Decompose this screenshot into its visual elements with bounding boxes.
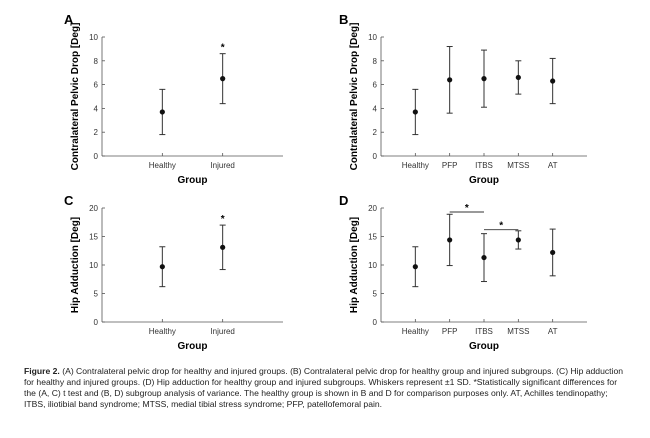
y-tick-label: 10 [89,261,98,270]
y-tick-label: 0 [373,318,378,327]
panel-letter: B [339,12,348,27]
panel-b: B 0 2 4 6 8 10 Healthy PFP ITBS MTSS AT Group Contral… [339,12,587,186]
x-tick-label: AT [548,327,558,336]
y-tick-label: 10 [368,33,377,42]
x-tick-label: ITBS [475,161,493,170]
mean-point [515,74,521,81]
x-tick-label: MTSS [507,327,529,336]
mean-point [447,77,453,83]
mean-point [447,237,453,243]
significance-star: * [221,214,225,225]
y-tick-label: 5 [373,290,378,299]
y-tick-label: 6 [94,81,99,90]
y-tick-label: 20 [89,204,98,213]
caption-label: Figure 2. [24,366,60,376]
x-tick-label: MTSS [507,161,529,170]
mean-point [220,244,226,250]
mean-point [481,76,487,82]
y-tick-label: 15 [89,233,98,242]
y-tick-label: 8 [94,57,99,66]
y-tick-label: 4 [373,104,378,113]
caption-text: (A) Contralateral pelvic drop for health… [24,366,624,409]
y-axis-title: Hip Adduction [Deg] [349,217,360,313]
y-tick-label: 5 [94,290,99,299]
x-axis-title: Group [469,341,499,352]
y-tick-label: 15 [368,233,377,242]
y-tick-label: 6 [373,81,378,90]
y-tick-label: 8 [373,57,378,66]
y-axis-title: Contralateral Pelvic Drop [Deg] [70,23,81,171]
x-tick-label: Healthy [402,161,429,170]
mean-point [159,109,165,115]
mean-point [159,264,165,270]
y-tick-label: 4 [94,104,99,113]
y-tick-label: 10 [368,261,377,270]
figure: A 0 2 4 6 8 10 Healthy Injured * Group Contralatera… [64,12,587,352]
mean-point [412,109,418,115]
significance-star: * [221,43,225,54]
y-tick-label: 2 [373,128,378,137]
mean-point [550,249,556,256]
y-tick-label: 0 [94,152,99,161]
y-tick-label: 10 [89,33,98,42]
x-tick-label: PFP [442,161,458,170]
mean-point [220,76,226,82]
x-tick-label: Healthy [402,327,429,336]
x-tick-label: PFP [442,327,458,336]
y-tick-label: 20 [368,204,377,213]
figure-caption: Figure 2. (A) Contralateral pelvic drop … [24,366,628,410]
x-tick-label: Healthy [149,327,176,336]
x-axis-title: Group [469,175,499,186]
panel-letter: D [339,193,348,208]
y-axis-title: Contralateral Pelvic Drop [Deg] [349,23,360,171]
x-axis-title: Group [178,175,208,186]
significance-star: * [465,203,469,214]
x-tick-label: Injured [210,327,234,336]
mean-point [515,237,521,243]
y-tick-label: 0 [373,152,378,161]
x-tick-label: Injured [210,161,234,170]
x-tick-label: ITBS [475,327,493,336]
mean-point [550,78,556,84]
panel-c: C 0 5 10 15 20 Healthy Injured * Group Hip Adducti… [64,193,283,352]
y-tick-label: 0 [94,318,99,327]
panel-letter: A [64,12,74,27]
x-axis-title: Group [178,341,208,352]
y-axis-title: Hip Adduction [Deg] [70,217,81,313]
significance-star: * [499,221,503,232]
panel-letter: C [64,193,74,208]
x-tick-label: AT [548,161,558,170]
panel-d: D 0 5 10 15 20 Healthy PFP ITBS MTSS AT * * Group Hip … [339,193,587,352]
mean-point [481,254,487,261]
y-tick-label: 2 [94,128,99,137]
panel-a: A 0 2 4 6 8 10 Healthy Injured * Group Contralatera… [64,12,283,186]
mean-point [412,264,418,270]
x-tick-label: Healthy [149,161,176,170]
